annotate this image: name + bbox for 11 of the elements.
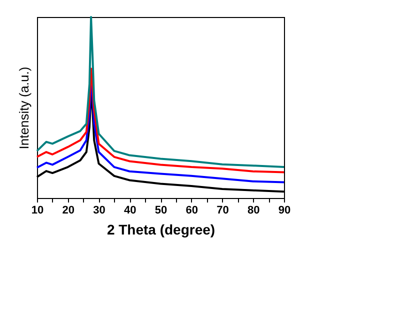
x-axis-title: 2 Theta (degree) [106,222,216,238]
y-axis-title: Intensity (a.u.) [16,66,32,150]
x-tick-label: 80 [248,204,260,216]
x-tick-label: 50 [154,204,168,216]
x-tick-label: 60 [186,204,198,216]
x-tick-label: 10 [31,204,44,216]
x-tick-label: 40 [124,204,136,216]
x-tick-label: 30 [93,204,106,216]
x-tick-label: 20 [62,204,74,216]
x-tick-label: 70 [216,204,229,216]
x-tick-label: 90 [278,204,291,216]
